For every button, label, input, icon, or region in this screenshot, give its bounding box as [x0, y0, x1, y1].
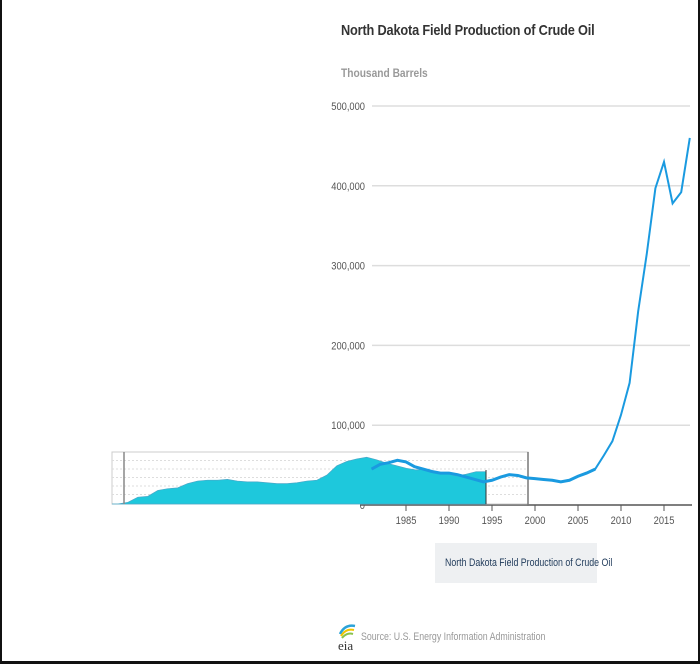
y-tick-label: 100,000: [331, 421, 365, 433]
source-credit: eia Source: U.S. Energy Information Admi…: [337, 622, 592, 652]
y-tick-label: 400,000: [331, 181, 365, 193]
y-tick-label: 300,000: [331, 261, 365, 273]
chart-title: North Dakota Field Production of Crude O…: [341, 22, 595, 39]
y-tick-label: 0: [360, 500, 365, 512]
x-tick-label: 2010: [611, 515, 632, 527]
x-tick-label: 1990: [439, 515, 460, 527]
eia-logo-icon: eia: [338, 624, 356, 652]
navigator-area: [112, 456, 487, 505]
y-tick-label: 500,000: [331, 101, 365, 113]
legend-item[interactable]: North Dakota Field Production of Crude O…: [435, 543, 612, 583]
x-tick-label: 2005: [568, 515, 589, 527]
x-tick-label: 2015: [654, 515, 675, 527]
x-tick-label: 2000: [525, 515, 546, 527]
chart-subtitle: Thousand Barrels: [341, 66, 428, 80]
series-line: [371, 137, 691, 483]
source-text: Source: U.S. Energy Information Administ…: [361, 631, 546, 643]
y-tick-label: 200,000: [331, 341, 365, 353]
legend-label: North Dakota Field Production of Crude O…: [445, 557, 613, 569]
x-tick-label: 1995: [482, 515, 503, 527]
x-tick-label: 1985: [396, 515, 417, 527]
svg-text:eia: eia: [338, 638, 353, 652]
